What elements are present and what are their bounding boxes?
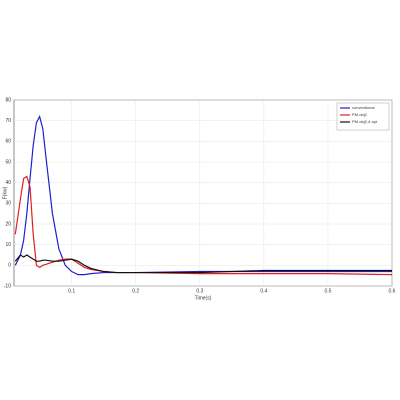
- legend-label: PM-obj2: [352, 112, 368, 117]
- x-tick-label: 0.1: [68, 288, 75, 294]
- y-tick-label: -10: [4, 283, 11, 289]
- x-tick-label: 0.4: [260, 288, 267, 294]
- x-tick-label: 0.2: [132, 288, 139, 294]
- y-tick-label: 10: [5, 242, 11, 248]
- y-tick-label: 80: [5, 97, 11, 103]
- y-tick-label: 20: [5, 221, 11, 227]
- y-tick-label: 50: [5, 159, 11, 165]
- y-axis-label: F(kw): [2, 186, 8, 199]
- legend-label: conventional: [352, 105, 375, 110]
- x-tick-label: 0.3: [196, 288, 203, 294]
- plot-area: [13, 99, 393, 287]
- legend-label: PM-obj2,4-opt: [352, 119, 378, 124]
- y-tick-label: 40: [5, 180, 11, 186]
- y-tick-label: 60: [5, 139, 11, 145]
- y-tick-label: 30: [5, 201, 11, 207]
- x-tick-label: 0.6: [389, 288, 396, 294]
- x-tick-label: 0.5: [324, 288, 331, 294]
- x-axis-label: Time(s): [195, 295, 212, 301]
- y-tick-label: 0: [8, 263, 11, 269]
- legend: conventional PM-obj2 PM-obj2,4-opt: [336, 102, 390, 131]
- series-line: [14, 254, 392, 274]
- legend-box: [336, 102, 390, 131]
- y-tick-label: 70: [5, 118, 11, 124]
